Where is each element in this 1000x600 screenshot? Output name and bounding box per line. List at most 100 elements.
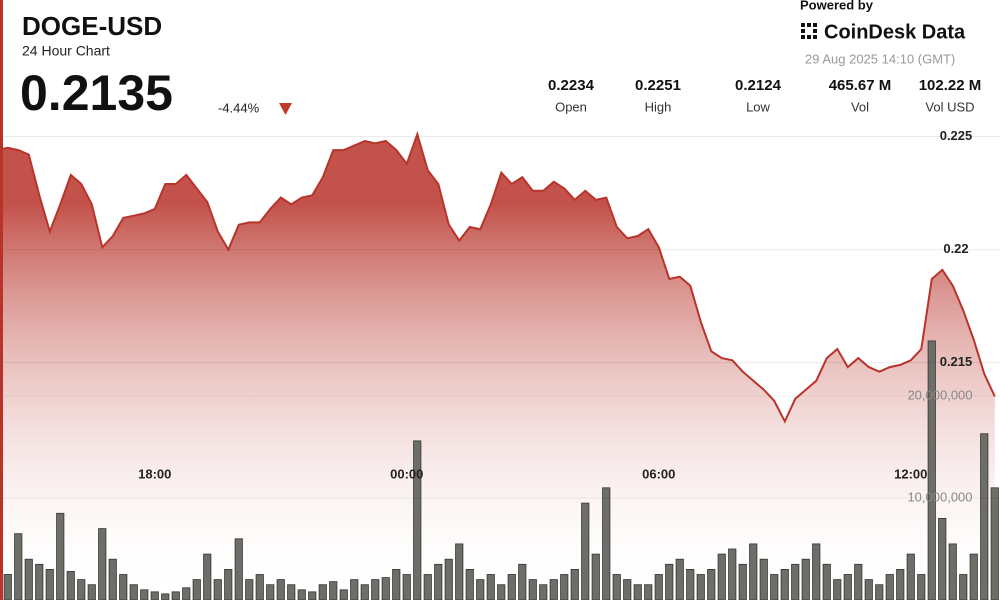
volume-bar — [602, 487, 611, 600]
volume-bar — [171, 591, 180, 600]
volume-bar — [801, 558, 810, 600]
volume-bar — [381, 577, 390, 600]
timestamp: 29 Aug 2025 14:10 (GMT) — [805, 51, 955, 66]
volume-bar — [24, 558, 33, 600]
price-area — [0, 134, 995, 600]
volume-bar — [297, 589, 306, 600]
volume-bar — [56, 512, 65, 600]
x-tick-label: 12:00 — [894, 466, 927, 481]
subtitle: 24 Hour Chart — [22, 43, 110, 59]
y-tick-label: 0.215 — [940, 354, 973, 369]
powered-by: Powered by — [800, 0, 874, 12]
volume-bar — [759, 558, 768, 600]
volume-bar — [497, 584, 506, 600]
y2-tick-label: 10,000,000 — [907, 489, 972, 504]
volume-bar — [66, 571, 75, 600]
volume-bar — [203, 553, 212, 600]
volume-bar — [423, 574, 432, 600]
volume-bar — [161, 593, 170, 600]
logo — [801, 23, 817, 39]
stat-label: Vol — [851, 99, 869, 114]
stat-value: 0.2124 — [735, 77, 782, 94]
accent-bar — [0, 0, 3, 600]
volume-bar — [507, 574, 516, 600]
volume-bar — [675, 558, 684, 600]
stat-label: Open — [555, 99, 587, 114]
volume-bar — [885, 574, 894, 600]
volume-bar — [854, 563, 863, 600]
volume-bar — [770, 574, 779, 600]
volume-bar — [717, 553, 726, 600]
volume-bar — [119, 574, 128, 600]
x-tick-label: 06:00 — [642, 466, 675, 481]
volume-bar — [833, 579, 842, 600]
volume-bar — [413, 440, 422, 600]
y2-tick-label: 20,000,000 — [907, 387, 972, 402]
volume-bar — [360, 584, 369, 600]
volume-bar — [969, 553, 978, 600]
volume-bar — [213, 579, 222, 600]
volume-bar — [140, 589, 149, 600]
volume-bar — [318, 584, 327, 600]
volume-bar — [150, 591, 159, 600]
volume-bar — [665, 563, 674, 600]
volume-bar — [87, 584, 96, 600]
volume-bar — [182, 587, 191, 600]
x-tick-label: 00:00 — [390, 466, 423, 481]
volume-bar — [707, 569, 716, 600]
stats: 0.2234 Open 0.2251 High 0.2124 Low 465.67 M Vol… — [548, 77, 981, 114]
stat-label: High — [645, 99, 672, 114]
volume-bar — [633, 584, 642, 600]
y-tick-label: 0.225 — [940, 128, 973, 143]
volume-bar — [749, 543, 758, 600]
volume-bar — [392, 569, 401, 600]
volume-bar — [339, 589, 348, 600]
stat-label: Low — [746, 99, 770, 114]
volume-bar — [308, 591, 317, 600]
volume-bar — [843, 574, 852, 600]
volume-bar — [528, 579, 537, 600]
volume-bar — [623, 579, 632, 600]
volume-bar — [581, 502, 590, 600]
volume-bar — [549, 579, 558, 600]
stat-label: Vol USD — [925, 99, 974, 114]
volume-bar — [980, 433, 989, 600]
volume-bar — [129, 584, 138, 600]
volume-bar — [486, 574, 495, 600]
volume-bar — [350, 579, 359, 600]
volume-bar — [917, 574, 926, 600]
volume-bar — [35, 563, 44, 600]
volume-bar — [476, 579, 485, 600]
volume-bar — [948, 543, 957, 600]
volume-bar — [45, 569, 54, 600]
volume-bar — [591, 553, 600, 600]
volume-bar — [864, 579, 873, 600]
stat-value: 0.2251 — [635, 77, 681, 94]
volume-bar — [738, 563, 747, 600]
price-line — [0, 131, 996, 424]
volume-bar — [287, 584, 296, 600]
stat-value: 465.67 M — [829, 77, 892, 94]
volume-bar — [812, 543, 821, 600]
down-arrow — [279, 103, 292, 115]
volume-bar — [266, 584, 275, 600]
volume-bar — [192, 579, 201, 600]
volume-bar — [434, 563, 443, 600]
stat-value: 0.2234 — [548, 77, 595, 94]
brand: CoinDesk Data — [824, 21, 966, 43]
volume-bar — [455, 543, 464, 600]
volume-bar — [875, 584, 884, 600]
volume-bar — [696, 574, 705, 600]
volume-bar — [3, 574, 12, 600]
volume-bar — [654, 574, 663, 600]
volume-bar — [570, 569, 579, 600]
volume-bar — [728, 548, 737, 600]
volume-bar — [539, 584, 548, 600]
volume-bar — [371, 579, 380, 600]
volume-bar — [402, 574, 411, 600]
volume-bar — [560, 574, 569, 600]
volume-bar — [108, 558, 117, 600]
volume-bar — [938, 518, 947, 600]
price: 0.2135 — [20, 65, 173, 121]
